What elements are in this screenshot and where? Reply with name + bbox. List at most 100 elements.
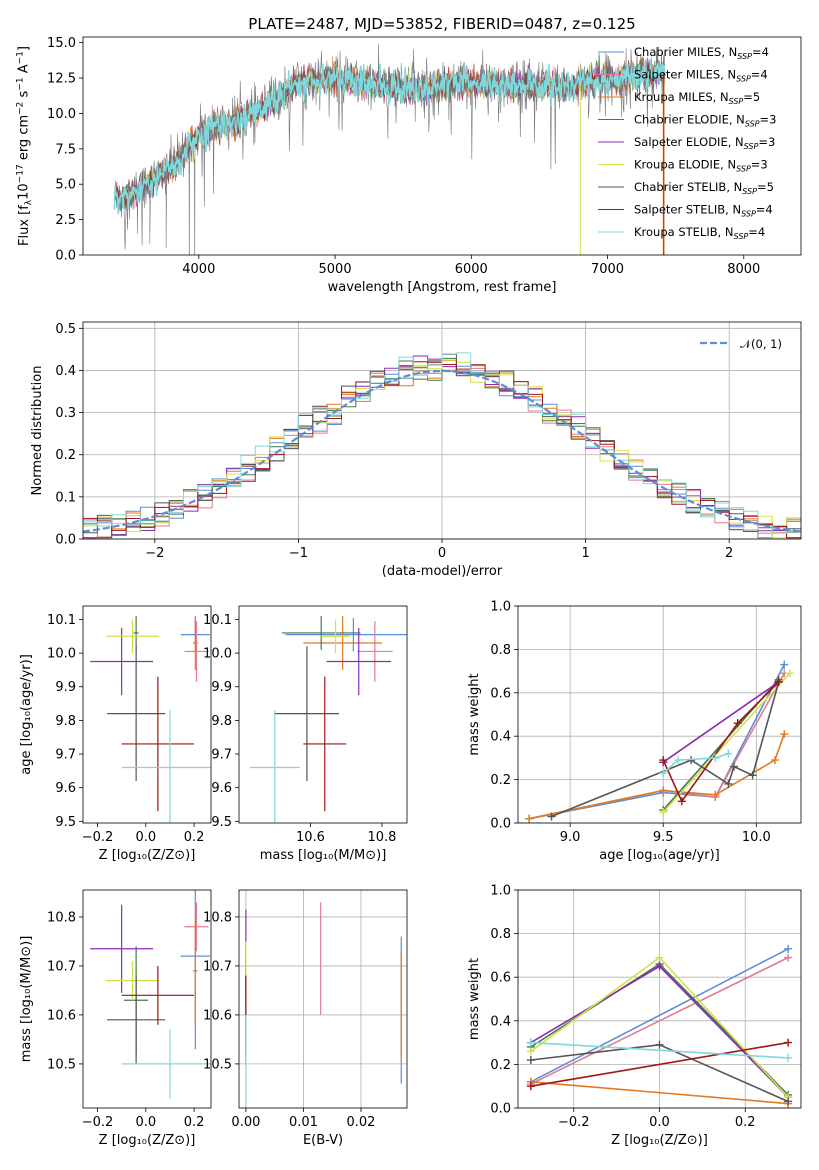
y-tick-label: 0.1 — [55, 490, 76, 505]
legend-label-tail: =5 — [757, 180, 774, 194]
y-tick-label: 10.6 — [203, 1008, 232, 1023]
y-tick-label: 1.0 — [490, 600, 511, 615]
y-axis-label: age [log₁₀(age/yr)] — [19, 654, 34, 775]
y-label-part: 10 — [17, 183, 32, 200]
series-point-chabrier_stelib — [729, 762, 738, 771]
y-tick-label: 10.8 — [203, 910, 232, 925]
axes-frame — [82, 889, 212, 1109]
x-axis-label: wavelength [Angstrom, rest frame] — [328, 280, 557, 295]
legend-label-salpeter_miles: Salpeter MILES, NSSP=4 — [634, 68, 768, 84]
y-tick-label: 10.1 — [47, 613, 76, 628]
legend-label-kroupa_elodie: Kroupa ELODIE, NSSP=3 — [634, 158, 768, 174]
series-line-chabrier_miles — [530, 948, 789, 1083]
legend-label-sub: SSP — [734, 232, 749, 241]
panel-age_vs_mass: 10.6 10.8 9.5 9.6 9.7 9.8 9.9 10.0 10.1 mass [log… — [203, 605, 408, 863]
y-label-part: −1 — [16, 77, 26, 90]
series-point-salpeter_stelib — [677, 797, 686, 806]
x-tick-label: −0.2 — [82, 1115, 114, 1130]
grid-lines — [518, 889, 801, 1109]
series-point-chabrier_miles — [784, 944, 793, 953]
chart-title: PLATE=2487, MJD=53852, FIBERID=0487, z=0… — [248, 15, 635, 33]
plot-area — [90, 890, 211, 1099]
x-tick-label: −0.2 — [558, 1115, 590, 1130]
series-point-chabrier_stelib — [526, 1056, 535, 1065]
series-point-kroupa_miles — [780, 730, 789, 739]
plot-area — [90, 616, 211, 823]
x-axis-label: age [log₁₀(age/yr)] — [599, 848, 720, 863]
gaussian-curve — [83, 369, 801, 533]
plot-area — [526, 944, 793, 1108]
y-tick-label: 0.6 — [490, 686, 511, 701]
axes-frame — [517, 605, 802, 824]
y-tick-label: 0.2 — [490, 1058, 511, 1073]
y-tick-label: 9.7 — [55, 748, 76, 763]
series-line-chabrier_miles — [529, 664, 785, 820]
grid-lines — [239, 890, 407, 1108]
series-point-kroupa_miles — [659, 786, 668, 795]
legend-label-text: Chabrier MILES, N — [634, 45, 737, 59]
x-axis-label: E(B-V) — [303, 1133, 343, 1148]
x-tick-label: −2 — [145, 546, 164, 561]
histogram-kroupa_stelib — [83, 352, 801, 534]
legend-label-text: Salpeter ELODIE, N — [634, 135, 744, 149]
series-point-kroupa_miles — [525, 814, 534, 823]
series-point-kroupa_stelib — [784, 1053, 793, 1062]
legend-label-text: Salpeter MILES, N — [634, 68, 736, 82]
series-line-kroupa_miles — [530, 1081, 789, 1105]
series-point-salpeter_stelib — [733, 719, 742, 728]
y-label-part: s — [17, 90, 32, 101]
y-label-part: ] — [17, 46, 32, 51]
x-tick-label: 4000 — [182, 262, 215, 277]
y-tick-label: 0.0 — [490, 817, 511, 832]
y-tick-label: 9.9 — [211, 680, 232, 695]
y-tick-label: 0.8 — [490, 927, 511, 942]
panel-massweight_vs_Z: −0.2 0.0 0.2 0.0 0.2 0.4 0.6 0.8 1.0 Z [log₁₀(Z/Z… — [467, 884, 802, 1148]
x-tick-label: −1 — [289, 546, 308, 561]
legend-label-chabrier_stelib: Chabrier STELIB, NSSP=5 — [634, 180, 774, 196]
series-point-salpeter_stelib — [784, 1038, 793, 1047]
y-axis-label: mass weight — [467, 673, 482, 755]
y-tick-label: 9.5 — [211, 815, 232, 830]
series-line-chabrier_stelib — [551, 681, 780, 818]
series-point-kroupa_stelib — [526, 1038, 535, 1047]
legend-label-sub: SSP — [729, 97, 744, 106]
x-tick-label: −0.2 — [82, 830, 114, 845]
series-point-chabrier_stelib — [547, 812, 556, 821]
legend-label-tail: =4 — [751, 68, 768, 82]
legend-label-tail: =3 — [758, 135, 775, 149]
x-tick-label: 0.2 — [184, 830, 205, 845]
legend-label-sub: SSP — [742, 187, 757, 196]
legend-label-sub: SSP — [745, 120, 760, 129]
panel-spectrum: 4000 5000 6000 7000 8000 0.0 2.5 5.0 7.5 10.0 12.5… — [16, 15, 802, 295]
axes-frame — [82, 36, 802, 256]
x-axis-label: Z [log₁₀(Z/Z⊙)] — [99, 1133, 196, 1148]
x-tick-label: 5000 — [319, 262, 352, 277]
legend-label-text: Salpeter STELIB, N — [634, 203, 741, 217]
y-axis-label: Flux [fλ10−17 erg cm−2 s−1 A−1] — [16, 46, 35, 246]
series-line-salpeter_miles — [530, 956, 789, 1085]
y-tick-label: 10.0 — [47, 647, 76, 662]
series-point-chabrier_stelib — [748, 771, 757, 780]
series-line-salpeter_elodie — [662, 681, 780, 763]
y-tick-label: 9.6 — [55, 781, 76, 796]
plot-area — [113, 43, 666, 255]
y-label-part: −2 — [16, 102, 26, 115]
legend-label-salpeter_elodie: Salpeter ELODIE, NSSP=3 — [634, 135, 775, 151]
series-line-salpeter_stelib — [530, 1041, 789, 1087]
series-point-chabrier_stelib — [784, 1097, 793, 1106]
legend-label-tail: =5 — [743, 90, 760, 104]
y-label-part: erg cm — [17, 115, 32, 164]
series-point-kroupa_elodie — [655, 953, 664, 962]
x-tick-label: 10.0 — [742, 830, 771, 845]
x-tick-label: 2 — [725, 546, 733, 561]
y-tick-label: 0.4 — [55, 364, 76, 379]
x-tick-label: 6000 — [455, 262, 488, 277]
y-axis-label: mass weight — [467, 958, 482, 1040]
legend-label-tail: =3 — [760, 113, 777, 127]
y-label-part: λ — [24, 199, 34, 205]
series-point-salpeter_miles — [784, 953, 793, 962]
axes-frame — [238, 605, 408, 824]
y-label-part: Flux [f — [17, 205, 32, 246]
series-point-kroupa_stelib — [724, 749, 733, 758]
legend-label-kroupa_miles: Kroupa MILES, NSSP=5 — [634, 90, 760, 106]
